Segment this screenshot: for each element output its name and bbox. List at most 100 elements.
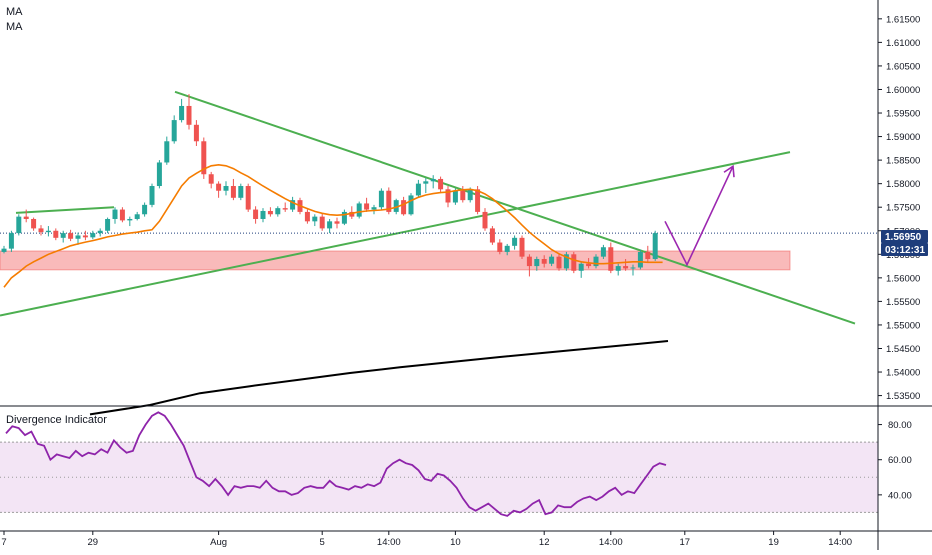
candle-body (253, 209, 259, 219)
price-tick-label: 1.61500 (886, 14, 920, 25)
price-tick-label: 1.61000 (886, 38, 920, 49)
support-zone[interactable] (0, 250, 791, 271)
candle-body (371, 207, 377, 210)
osc-tick-label: 40.00 (888, 490, 912, 501)
candle-body (230, 186, 236, 198)
candle-body (393, 200, 399, 212)
legend-ma-1[interactable]: MA (6, 6, 23, 18)
ma-long-line (89, 340, 669, 416)
last-price-tag-bg (881, 230, 928, 243)
osc-tick-label: 60.00 (888, 455, 912, 466)
countdown-tag-bg (881, 243, 928, 256)
oscillator-layer (0, 411, 878, 517)
candle-body (645, 251, 651, 260)
candle-body (475, 189, 481, 212)
price-tick-label: 1.60000 (886, 85, 920, 96)
candle-body (608, 247, 614, 271)
last-price-tag: 1.56950 (885, 232, 922, 243)
candle-body (267, 210, 273, 215)
candle-body (489, 228, 495, 243)
candle-body (8, 233, 14, 249)
candle-body (127, 218, 133, 221)
candle-body (238, 186, 244, 198)
candle-body (16, 216, 22, 234)
candle-body (563, 254, 569, 269)
price-tick-label: 1.58500 (886, 156, 920, 167)
candle-body (186, 105, 192, 125)
candle-body (652, 233, 658, 260)
candle-body (408, 195, 414, 215)
candle-body (378, 190, 384, 208)
projection-path (664, 165, 734, 267)
candle-body (401, 200, 407, 215)
osc-band (0, 442, 878, 513)
price-tick-label: 1.53500 (886, 391, 920, 402)
price-tick-label: 1.54000 (886, 368, 920, 379)
candle-body (334, 221, 340, 224)
price-tick-label: 1.56000 (886, 273, 920, 284)
candle-body (415, 183, 421, 196)
candle-body (142, 204, 148, 215)
candle-body (53, 230, 59, 238)
candle-body (216, 183, 222, 191)
time-tick-label: Aug (210, 537, 227, 548)
candle-body (460, 190, 466, 201)
candle-body (534, 259, 540, 267)
time-tick-label: 10 (450, 537, 461, 548)
candle-body (356, 203, 362, 217)
candle-body (541, 259, 547, 264)
candle-body (504, 245, 510, 252)
osc-line (5, 411, 667, 517)
candle-body (97, 230, 103, 234)
candle-body (497, 242, 503, 252)
candles-layer (1, 94, 658, 278)
candle-body (82, 235, 88, 238)
time-tick-label: 7 (1, 537, 6, 548)
candle-body (445, 189, 451, 203)
projection-arrowhead (723, 164, 735, 178)
candle-body (452, 190, 458, 203)
candle-body (438, 178, 444, 190)
candle-body (304, 211, 310, 222)
candle-body (179, 105, 185, 121)
legend-ma-2[interactable]: MA (6, 21, 23, 33)
candle-body (341, 211, 347, 224)
candle-body (45, 230, 51, 233)
time-tick-label: 29 (88, 537, 99, 548)
trendline-1 (174, 90, 856, 325)
candle-body (290, 200, 296, 210)
candle-body (571, 254, 577, 271)
candle-body (327, 221, 333, 229)
candle-body (208, 174, 214, 184)
price-tick-label: 1.59500 (886, 109, 920, 120)
time-tick-label: 5 (320, 537, 325, 548)
candle-body (119, 209, 125, 221)
candle-body (171, 120, 177, 142)
indicator-title[interactable]: Divergence Indicator (6, 414, 107, 426)
candle-body (75, 235, 81, 239)
price-tick-label: 1.58000 (886, 179, 920, 190)
candle-body (193, 124, 199, 142)
candle-body (386, 190, 392, 212)
candle-body (556, 256, 562, 269)
candle-body (156, 162, 162, 187)
time-tick-label: 14:00 (377, 537, 401, 548)
candle-body (38, 228, 44, 233)
candle-body (275, 208, 281, 215)
candle-body (600, 247, 606, 257)
candle-body (60, 233, 66, 238)
ma-short-line (3, 163, 663, 288)
candle-body (623, 266, 629, 269)
candle-body (319, 216, 325, 229)
countdown-tag: 03:12:31 (885, 245, 925, 256)
candle-body (164, 141, 170, 163)
candle-body (586, 263, 592, 267)
candle-body (519, 237, 525, 257)
candle-body (245, 186, 251, 210)
candle-body (364, 203, 370, 210)
candle-body (423, 181, 429, 184)
candle-body (201, 141, 207, 175)
time-tick-label: 12 (539, 537, 550, 548)
